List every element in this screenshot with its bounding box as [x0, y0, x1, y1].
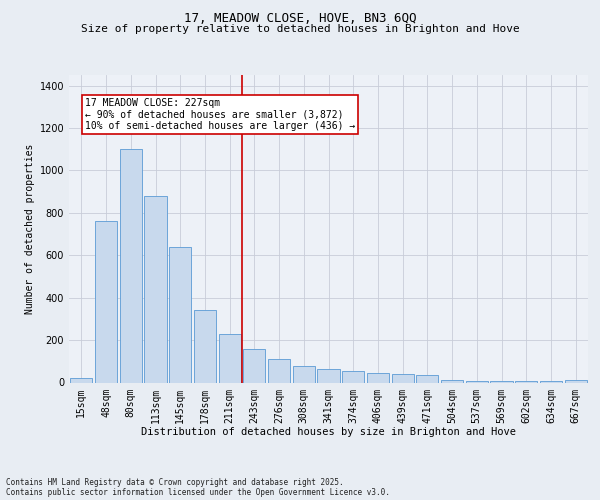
Text: Contains HM Land Registry data © Crown copyright and database right 2025.
Contai: Contains HM Land Registry data © Crown c… [6, 478, 390, 497]
Bar [416, 375, 439, 382]
Bar [342, 371, 364, 382]
Bar [268, 359, 290, 382]
Bar [441, 380, 463, 382]
Bar [119, 149, 142, 382]
X-axis label: Distribution of detached houses by size in Brighton and Hove: Distribution of detached houses by size … [141, 427, 516, 437]
Bar [194, 310, 216, 382]
Bar [95, 222, 117, 382]
Text: Size of property relative to detached houses in Brighton and Hove: Size of property relative to detached ho… [80, 24, 520, 34]
Bar [145, 196, 167, 382]
Bar [367, 373, 389, 382]
Text: 17 MEADOW CLOSE: 227sqm
← 90% of detached houses are smaller (3,872)
10% of semi: 17 MEADOW CLOSE: 227sqm ← 90% of detache… [85, 98, 355, 132]
Bar [565, 380, 587, 382]
Bar [70, 378, 92, 382]
Y-axis label: Number of detached properties: Number of detached properties [25, 144, 35, 314]
Bar [243, 348, 265, 382]
Bar [392, 374, 414, 382]
Text: 17, MEADOW CLOSE, HOVE, BN3 6QQ: 17, MEADOW CLOSE, HOVE, BN3 6QQ [184, 12, 416, 26]
Bar [293, 366, 315, 382]
Bar [317, 368, 340, 382]
Bar [169, 247, 191, 382]
Bar [218, 334, 241, 382]
